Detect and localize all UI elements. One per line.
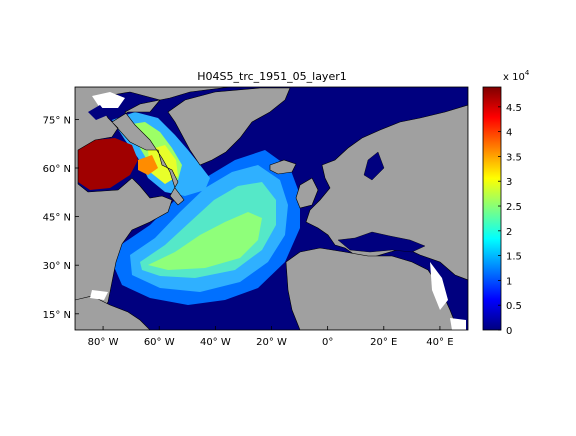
lon-tick-label: 40° E — [426, 337, 453, 348]
colorbar-tick-label: 2.5 — [506, 202, 522, 213]
british-isles-landmass — [295, 177, 319, 209]
lat-tick-label: 60° N — [43, 164, 71, 175]
colorbar-ticks: 0 0.5 1 1.5 2 2.5 3 3.5 4 4.5 — [498, 103, 522, 337]
lon-tick-label: 20° E — [370, 337, 397, 348]
tracer-band-core — [148, 212, 262, 270]
iceland-landmass — [269, 159, 297, 175]
colorbar-gradient — [482, 86, 502, 331]
lat-tick-label: 30° N — [43, 261, 71, 272]
map-title: H04S5_trc_1951_05_layer1 — [197, 70, 346, 83]
lon-tick-label: 80° W — [88, 337, 119, 348]
colorbar-tick-label: 4.5 — [506, 103, 522, 114]
colorbar-tick-label: 2 — [506, 227, 512, 238]
colorbar-tick-label: 4 — [506, 128, 512, 139]
lon-tick-label: 0° — [322, 337, 333, 348]
arctic-archipelago-gap — [92, 92, 125, 108]
colorbar-tick-label: 3 — [506, 177, 512, 188]
greenland-landmass — [167, 87, 291, 166]
lon-tick-label: 60° W — [144, 337, 175, 348]
no-data-regions — [90, 92, 466, 330]
colorbar-multiplier: x 104 — [503, 69, 530, 83]
colorbar-tick-label: 1.5 — [506, 252, 522, 263]
lon-tick-label: 40° W — [200, 337, 231, 348]
lat-tick-label: 45° N — [43, 213, 71, 224]
red-sea-gap — [430, 262, 448, 310]
lon-tick-label: 20° W — [256, 337, 287, 348]
tracer-hotspot-labrador — [138, 155, 158, 175]
tracer-hudson-bay — [78, 138, 138, 190]
colorbar-tick-label: 3.5 — [506, 152, 522, 163]
longitude-axis: 80° W 60° W 40° W 20° W 0° 20° E 40° E — [88, 326, 454, 348]
mediterranean-sea — [337, 231, 426, 253]
colorbar: 0 0.5 1 1.5 2 2.5 3 3.5 4 4.5 x 104 — [482, 69, 530, 337]
latitude-axis: 15° N 30° N 45° N 60° N 75° N — [43, 115, 79, 321]
map-area — [75, 87, 468, 330]
persian-gulf-gap — [450, 318, 466, 330]
lat-tick-label: 75° N — [43, 115, 71, 126]
northern-channel — [88, 105, 108, 120]
gulf-gap — [90, 290, 108, 300]
colorbar-tick-label: 0 — [506, 326, 512, 337]
colorbar-tick-label: 1 — [506, 276, 512, 287]
land-masses — [75, 87, 468, 330]
lat-tick-label: 15° N — [43, 310, 71, 321]
africa-landmass — [285, 247, 459, 330]
baltic-sea — [363, 151, 385, 181]
colorbar-tick-label: 0.5 — [506, 301, 522, 312]
